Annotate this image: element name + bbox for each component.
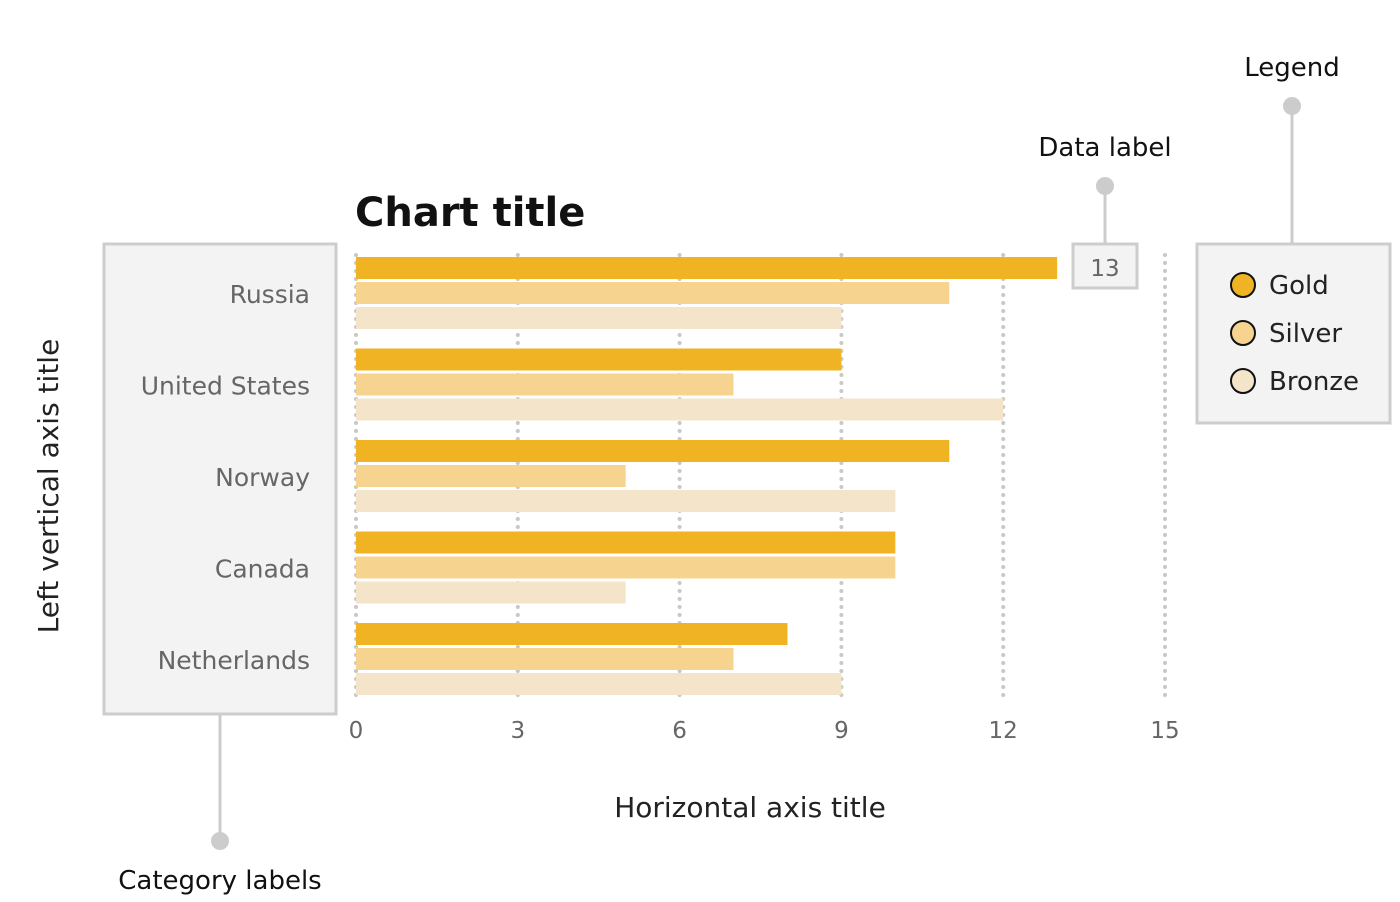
- bar-bronze-united-states: [356, 398, 1004, 421]
- bar-gold-netherlands: [356, 623, 788, 645]
- x-tick-label: 6: [672, 718, 687, 744]
- category-labels-connector-dot: [211, 832, 229, 850]
- category-labels-annotation: Category labels: [118, 866, 321, 896]
- bar-silver-russia: [356, 282, 950, 304]
- bar-silver-united-states: [356, 373, 734, 396]
- x-tick-labels: 0 3 6 9 12 15: [349, 718, 1180, 744]
- legend-connector-dot: [1283, 97, 1301, 115]
- data-label-connector-dot: [1096, 177, 1114, 195]
- category-labels: Russia United States Norway Canada Netherlan…: [141, 280, 310, 675]
- legend-label-bronze: Bronze: [1269, 367, 1359, 397]
- legend-swatch-silver: [1230, 320, 1256, 346]
- x-axis-title: Horizontal axis title: [614, 791, 886, 824]
- legend-swatch-bronze: [1230, 368, 1256, 394]
- data-label-value: 13: [1090, 256, 1119, 282]
- category-label-russia: Russia: [230, 280, 310, 309]
- bar-silver-netherlands: [356, 648, 734, 670]
- category-label-united-states: United States: [141, 372, 310, 401]
- x-tick-label: 9: [834, 718, 849, 744]
- bar-bronze-russia: [356, 307, 842, 329]
- data-label-box: [1071, 242, 1139, 290]
- annotation-connectors: [211, 97, 1301, 850]
- y-axis-title: Left vertical axis title: [32, 339, 65, 634]
- legend-label-gold: Gold: [1269, 271, 1329, 301]
- category-label-norway: Norway: [215, 463, 310, 492]
- x-tick-label: 3: [510, 718, 525, 744]
- category-label-canada: Canada: [215, 555, 310, 584]
- bar-bronze-canada: [356, 581, 626, 604]
- bar-gold-canada: [356, 531, 896, 554]
- bar-bronze-norway: [356, 490, 896, 512]
- bar-gold-russia: [356, 257, 1058, 279]
- legend: Gold Silver Bronze: [1230, 271, 1359, 397]
- category-label-netherlands: Netherlands: [158, 646, 310, 675]
- bar-bronze-netherlands: [356, 673, 842, 695]
- category-labels-box: [102, 242, 338, 716]
- chart-title: Chart title: [355, 190, 585, 236]
- bar-silver-norway: [356, 465, 626, 487]
- bar-gold-united-states: [356, 348, 842, 371]
- x-tick-label: 12: [989, 718, 1018, 744]
- bars: [356, 257, 1058, 695]
- legend-box: [1195, 242, 1392, 425]
- bar-silver-canada: [356, 556, 896, 579]
- legend-swatch-gold: [1230, 272, 1256, 298]
- x-tick-label: 0: [349, 718, 364, 744]
- x-tick-label: 15: [1150, 718, 1179, 744]
- data-label-callout: 13: [1071, 242, 1139, 290]
- legend-label-silver: Silver: [1269, 319, 1342, 349]
- legend-annotation: Legend: [1244, 53, 1340, 83]
- data-label-annotation: Data label: [1038, 133, 1171, 163]
- bar-gold-norway: [356, 440, 950, 462]
